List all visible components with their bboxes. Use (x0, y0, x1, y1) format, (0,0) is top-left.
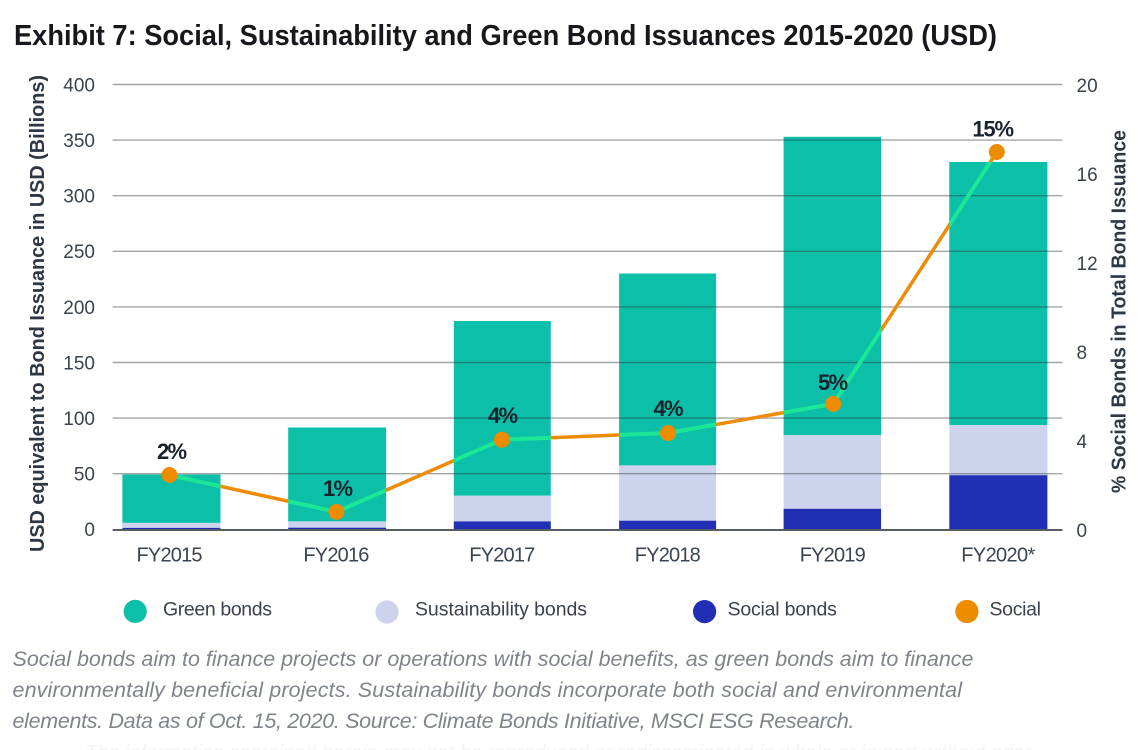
svg-text:FY2017: FY2017 (469, 545, 535, 567)
svg-text:300: 300 (63, 187, 95, 208)
svg-text:50: 50 (74, 465, 95, 486)
svg-text:Green bonds: Green bonds (163, 598, 272, 620)
svg-text:1%: 1% (323, 476, 353, 501)
svg-text:400: 400 (63, 75, 95, 96)
svg-text:Social: Social (990, 598, 1042, 620)
svg-text:Social bonds aim to finance pr: Social bonds aim to finance projects or … (13, 647, 974, 671)
svg-text:0: 0 (1077, 521, 1088, 542)
svg-text:FY2020*: FY2020* (961, 545, 1035, 567)
svg-text:FY2016: FY2016 (303, 545, 369, 567)
svg-text:20: 20 (1077, 76, 1098, 97)
svg-text:100: 100 (63, 409, 95, 430)
svg-text:5%: 5% (818, 370, 848, 395)
svg-text:environmentally beneficial pro: environmentally beneficial projects. Sus… (13, 678, 964, 702)
svg-text:Exhibit 7: Social, Sustainabil: Exhibit 7: Social, Sustainability and Gr… (14, 20, 997, 52)
svg-text:4%: 4% (654, 396, 684, 421)
svg-text:0: 0 (84, 520, 95, 541)
svg-text:FY2015: FY2015 (137, 545, 203, 567)
svg-text:% Social Bonds in Total Bond I: % Social Bonds in Total Bond Issuance (1109, 130, 1131, 493)
svg-text:16: 16 (1077, 165, 1098, 186)
svg-text:The information contained here: The information contained herein may not… (85, 742, 1032, 750)
svg-text:Sustainability bonds: Sustainability bonds (415, 598, 587, 620)
svg-text:USD equivalent to Bond Issuanc: USD equivalent to Bond Issuance in USD (… (27, 75, 49, 552)
svg-text:250: 250 (63, 242, 95, 263)
svg-text:15%: 15% (972, 116, 1014, 141)
svg-text:FY2019: FY2019 (800, 545, 866, 567)
svg-text:8: 8 (1077, 343, 1088, 364)
svg-text:150: 150 (63, 353, 95, 374)
svg-text:2%: 2% (157, 439, 187, 464)
svg-text:Social bonds: Social bonds (728, 598, 838, 620)
svg-text:4%: 4% (488, 403, 518, 428)
svg-text:200: 200 (63, 298, 95, 319)
svg-text:12: 12 (1077, 254, 1098, 275)
svg-text:350: 350 (63, 131, 95, 152)
svg-text:FY2018: FY2018 (635, 545, 701, 567)
svg-text:elements. Data as of Oct. 15,: elements. Data as of Oct. 15, 2020. Sour… (13, 709, 855, 733)
svg-text:4: 4 (1077, 432, 1088, 453)
